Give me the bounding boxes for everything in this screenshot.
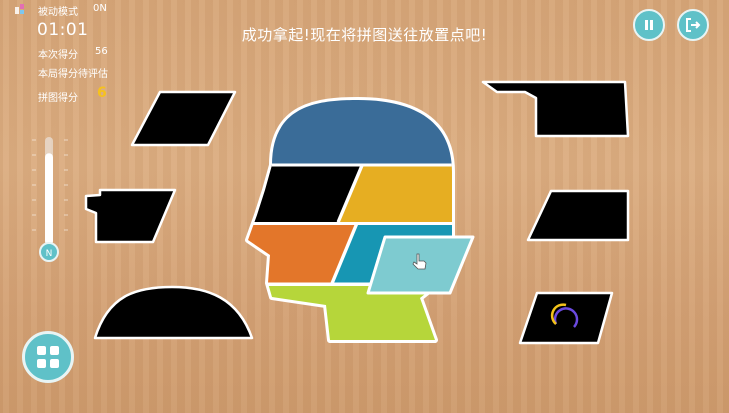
thermometer-label: N <box>46 249 53 259</box>
slot-left-middle <box>84 188 177 244</box>
thermometer-gauge: N <box>32 137 68 262</box>
slot-right-top <box>481 80 630 138</box>
hand-cursor-icon <box>412 253 427 270</box>
loading-spinner-icon <box>550 303 579 328</box>
slot-left-top <box>130 90 237 147</box>
grid-menu-icon <box>37 346 59 368</box>
menu-button[interactable] <box>22 331 74 383</box>
slot-left-bottom <box>93 285 254 340</box>
mode-icon <box>15 4 24 14</box>
exit-icon <box>686 18 701 32</box>
pause-button[interactable] <box>633 9 665 41</box>
puzzle-score-value: 6 <box>97 85 107 101</box>
this-score-value: 56 <box>95 46 108 57</box>
slot-right-bottom <box>518 291 614 345</box>
round-score-label: 本局得分待评估 <box>38 69 108 80</box>
instruction-message: 成功拿起!现在将拼图送往放置点吧! <box>241 26 488 44</box>
piece-yellow <box>340 165 452 222</box>
mode-value: 0N <box>93 3 107 14</box>
puzzle-score-label: 拼图得分 <box>38 93 78 104</box>
this-score-label: 本次得分 <box>38 50 78 61</box>
slot-right-middle <box>526 189 630 242</box>
exit-button[interactable] <box>677 9 709 41</box>
mode-label: 被动模式 <box>38 7 78 18</box>
pause-icon <box>645 20 653 30</box>
slot-face-upper <box>248 165 361 222</box>
timer: 01:01 <box>37 20 89 40</box>
piece-blue <box>248 100 452 165</box>
